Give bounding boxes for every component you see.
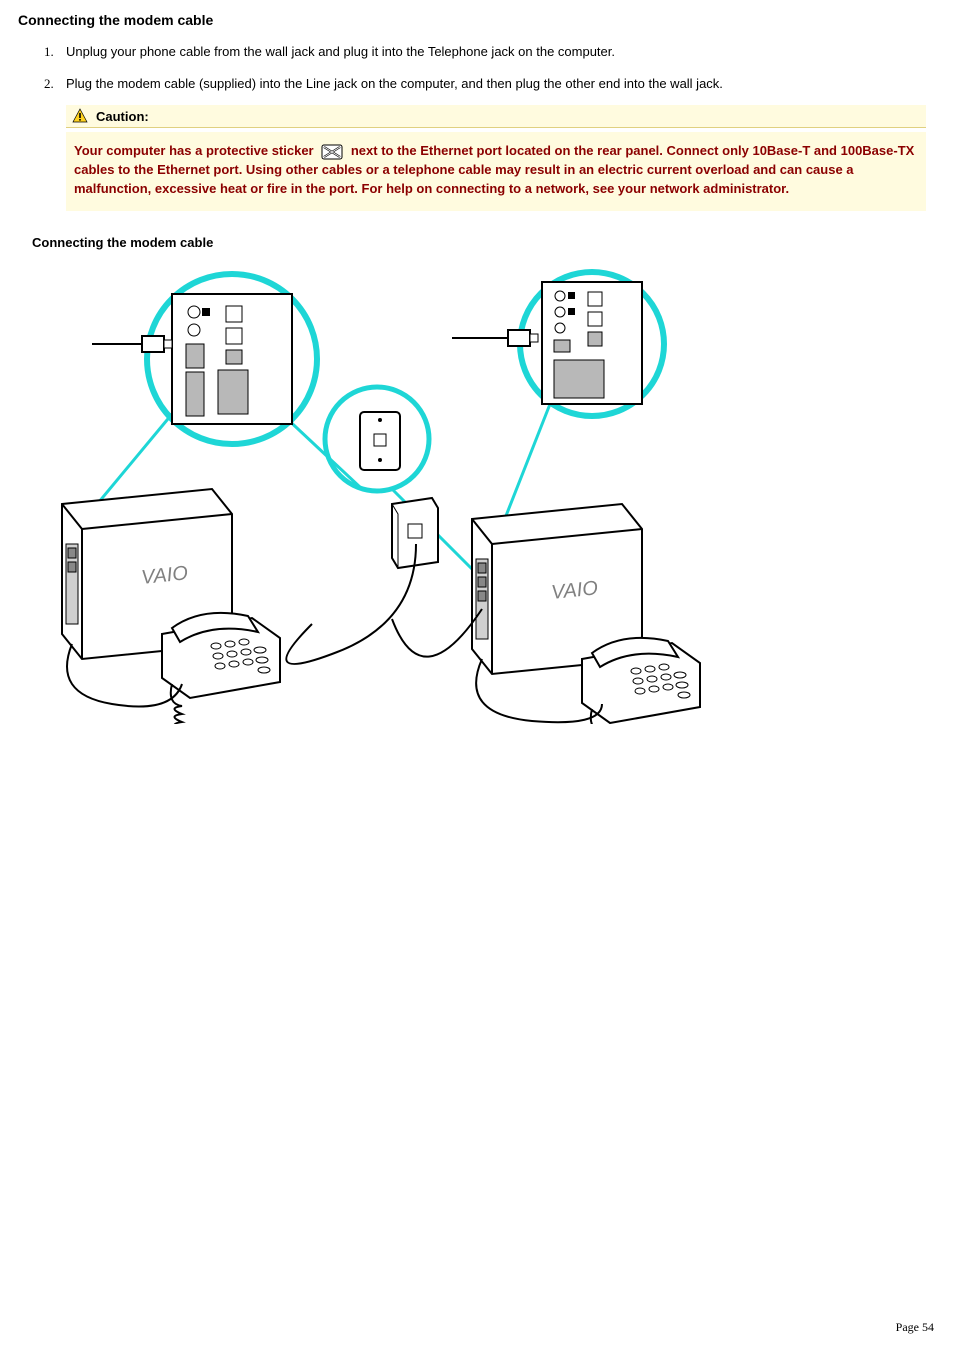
step-number: 2. (44, 74, 66, 94)
step-text: Unplug your phone cable from the wall ja… (66, 42, 936, 62)
step-number: 1. (44, 42, 66, 62)
caution-text-pre: Your computer has a protective sticker (74, 143, 317, 158)
step-text: Plug the modem cable (supplied) into the… (66, 74, 936, 94)
cross-sticker-icon (321, 143, 343, 161)
caution-label: Caution: (96, 109, 149, 124)
step-item: 2. Plug the modem cable (supplied) into … (44, 74, 936, 94)
warning-triangle-icon (72, 108, 88, 124)
modem-connection-diagram: VAIO (32, 264, 752, 724)
caution-header: Caution: (66, 105, 926, 128)
page-number: Page 54 (896, 1320, 934, 1335)
step-item: 1. Unplug your phone cable from the wall… (44, 42, 936, 62)
caution-body: Your computer has a protective sticker n… (66, 132, 926, 211)
steps-list: 1. Unplug your phone cable from the wall… (44, 42, 936, 93)
caution-box: Caution: Your computer has a protective … (66, 105, 926, 211)
page-title: Connecting the modem cable (18, 12, 936, 28)
figure-caption: Connecting the modem cable (32, 235, 936, 250)
